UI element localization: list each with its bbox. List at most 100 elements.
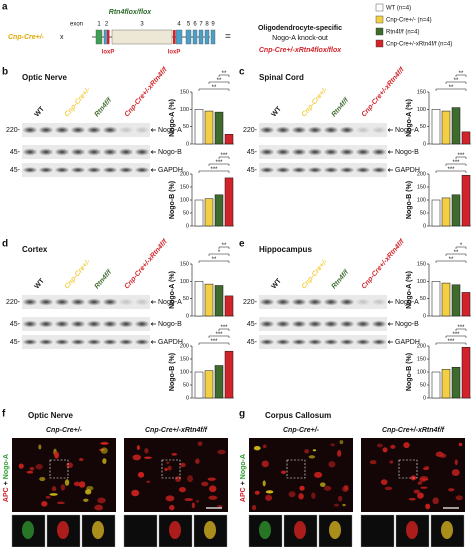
cell [131,489,140,497]
lane-label: Rtn4f/f [331,96,351,118]
marker: 45- [247,149,258,156]
loxp-site [173,30,176,44]
cell [334,503,339,507]
blot-band [355,148,371,156]
lane-label: Cnp-Cre+/- [301,258,330,291]
significance-label: * [460,243,463,249]
inset-cell [329,521,341,539]
zoom-box [49,459,69,479]
bar [194,281,204,317]
bar [441,369,451,399]
cell [262,480,266,487]
exon-number: 9 [211,22,215,28]
y-tick-label: 0 [186,313,189,319]
marker: 45- [247,339,258,346]
cell [165,495,175,502]
cell [94,504,104,511]
significance-bracket [208,163,230,166]
significance-bracket [435,170,467,173]
cell [86,486,94,491]
blot-band [291,298,307,306]
cell [38,444,42,450]
blot-band [22,320,38,328]
blot-band [70,320,86,328]
inset-cell [259,521,271,539]
panel-letter: g [239,409,245,420]
blot-band [323,167,339,173]
cell [146,480,151,483]
exon [185,29,192,45]
y-tick-label: 150 [180,89,189,95]
stain-part: + [240,481,247,485]
cell [45,495,51,499]
panel-title: Corpus Callosum [265,411,331,420]
significance-label: *** [447,339,455,345]
cell [261,460,269,468]
blot-band [86,339,102,345]
cell [281,470,286,474]
cell [298,493,304,500]
blot-band [134,126,150,134]
band-arrow [150,128,156,132]
cross: x [60,34,64,41]
cell [314,471,323,478]
blot-band [22,148,38,156]
bar [441,197,451,227]
blot-band [275,126,291,134]
cell [207,477,216,481]
blot-band [38,167,54,173]
bar [451,367,461,399]
y-tick-label: 200 [180,171,189,177]
blot-band [339,126,355,134]
cell [217,449,226,455]
cell [97,497,106,504]
cell [454,459,458,466]
exon [95,29,103,45]
lane-label: Cnp-Cre+/-xRtn4f/f [361,238,407,291]
legend-swatch [375,27,384,36]
bar [224,350,234,399]
cell [167,465,172,471]
y-tick-label: 0 [186,223,189,229]
bar [431,281,441,317]
cell [343,484,349,491]
significance-label: ** [212,85,217,91]
band-label: Nogo-A [395,299,419,306]
blot-band [307,298,323,306]
marker: 220- [243,299,258,306]
inset-cell [169,521,181,539]
marker: 45- [10,321,21,328]
cell [197,441,203,447]
legend-swatch [375,15,384,24]
bar [204,110,214,145]
significance-bracket [218,74,230,77]
cell [420,486,428,489]
legend-label: Cnp-Cre+/-xRtn4f/f (n=4) [386,42,452,48]
blot-band [54,320,70,328]
blot-band [291,167,307,173]
significance-label: *** [210,339,218,345]
blot-band [339,339,355,345]
y-tick-label: 0 [186,395,189,401]
description: Oligodendrocyte-specific [258,25,342,32]
micrograph [361,438,465,512]
y-axis-title: Nogo-A (%) [169,271,176,309]
y-tick-label: 0 [186,141,189,147]
exon [192,29,198,45]
exon-label: exon [70,22,83,28]
blot-band [339,320,355,328]
legend-label: WT (n=4) [386,6,411,12]
blot-band [323,148,339,156]
bar [214,194,224,227]
cell [195,458,200,464]
cell [102,458,107,464]
band-label: Nogo-B [158,321,182,328]
blot-band [134,167,150,173]
cell [299,485,305,491]
cell [380,479,388,485]
bar [194,109,204,145]
exon [111,29,173,45]
column-label: Cnp-Cre+/- [46,427,83,434]
significance-label: * [218,250,221,256]
